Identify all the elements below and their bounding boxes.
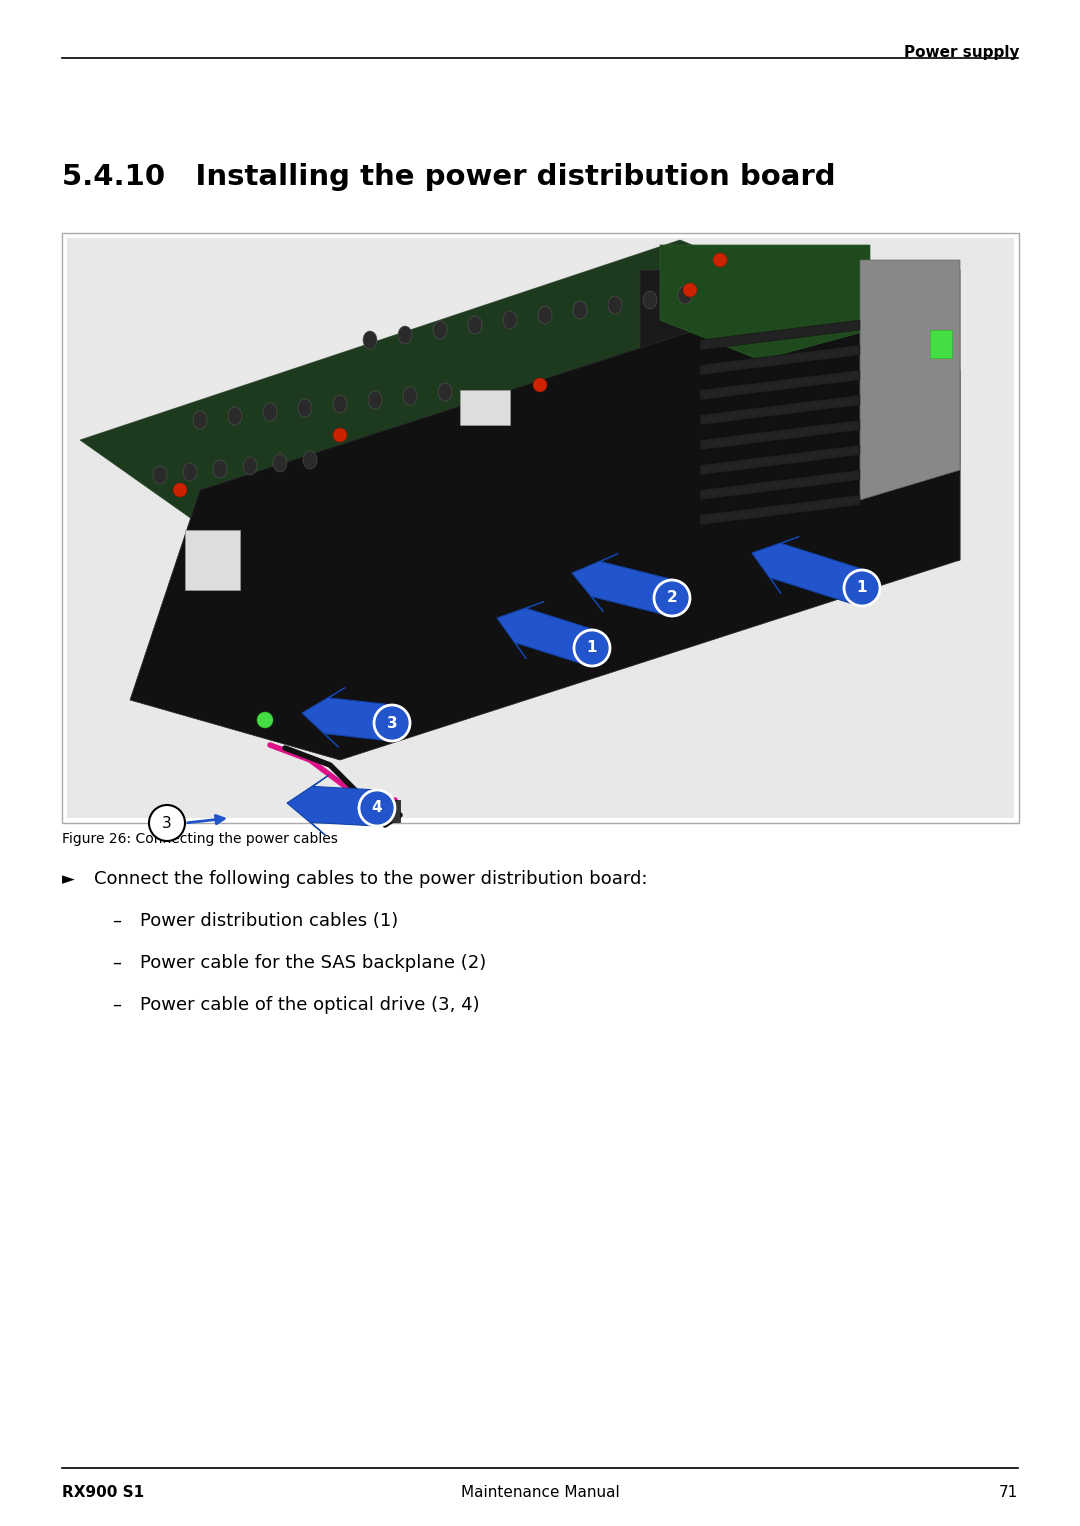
Circle shape — [333, 427, 347, 443]
Ellipse shape — [503, 311, 517, 330]
Ellipse shape — [303, 452, 318, 468]
Polygon shape — [700, 446, 860, 475]
Circle shape — [654, 580, 690, 617]
Ellipse shape — [264, 403, 276, 421]
Text: Maintenance Manual: Maintenance Manual — [461, 1485, 619, 1500]
Polygon shape — [700, 470, 860, 501]
Circle shape — [374, 705, 410, 742]
Circle shape — [534, 378, 546, 392]
Ellipse shape — [399, 327, 411, 343]
Polygon shape — [302, 688, 394, 748]
Text: Power distribution cables (1): Power distribution cables (1) — [140, 913, 399, 929]
Ellipse shape — [433, 320, 447, 339]
Polygon shape — [860, 259, 960, 501]
Ellipse shape — [153, 465, 167, 484]
Circle shape — [843, 571, 880, 606]
Ellipse shape — [368, 391, 382, 409]
Polygon shape — [700, 395, 860, 426]
Polygon shape — [640, 270, 960, 600]
Polygon shape — [497, 601, 597, 665]
Polygon shape — [700, 494, 860, 525]
Polygon shape — [80, 240, 850, 560]
Ellipse shape — [333, 395, 347, 414]
Bar — [460, 391, 510, 426]
Text: 2: 2 — [666, 591, 677, 606]
Polygon shape — [752, 537, 867, 606]
Ellipse shape — [228, 407, 242, 426]
Circle shape — [683, 282, 697, 298]
Text: Figure 26: Connecting the power cables: Figure 26: Connecting the power cables — [62, 832, 338, 845]
Circle shape — [257, 713, 273, 728]
Ellipse shape — [573, 301, 588, 319]
Ellipse shape — [183, 462, 197, 481]
Polygon shape — [130, 290, 960, 760]
Ellipse shape — [438, 383, 453, 401]
Ellipse shape — [643, 291, 657, 308]
Text: –: – — [112, 913, 121, 929]
Text: Connect the following cables to the power distribution board:: Connect the following cables to the powe… — [94, 870, 648, 888]
Text: 1: 1 — [586, 641, 597, 656]
Ellipse shape — [273, 455, 287, 472]
Ellipse shape — [608, 296, 622, 314]
Text: 5.4.10   Installing the power distribution board: 5.4.10 Installing the power distribution… — [62, 163, 836, 191]
Text: RX900 S1: RX900 S1 — [62, 1485, 144, 1500]
Text: 3: 3 — [387, 716, 397, 731]
Text: 4: 4 — [372, 801, 382, 815]
Polygon shape — [287, 775, 378, 835]
Ellipse shape — [538, 307, 552, 324]
Bar — [185, 530, 240, 591]
Text: 3: 3 — [162, 815, 172, 830]
Polygon shape — [700, 420, 860, 450]
Ellipse shape — [213, 459, 227, 478]
Bar — [370, 800, 400, 823]
Ellipse shape — [243, 456, 257, 475]
Text: –: – — [112, 954, 121, 972]
Polygon shape — [700, 369, 860, 400]
Circle shape — [713, 253, 727, 267]
Text: Power cable for the SAS backplane (2): Power cable for the SAS backplane (2) — [140, 954, 486, 972]
Ellipse shape — [468, 316, 482, 334]
Polygon shape — [700, 320, 860, 349]
Text: –: – — [112, 996, 121, 1013]
Text: 1: 1 — [856, 580, 867, 595]
Polygon shape — [700, 345, 860, 375]
Polygon shape — [660, 246, 870, 360]
Text: 71: 71 — [999, 1485, 1018, 1500]
Text: Power cable of the optical drive (3, 4): Power cable of the optical drive (3, 4) — [140, 996, 480, 1013]
Circle shape — [573, 630, 610, 665]
Ellipse shape — [678, 285, 692, 304]
Circle shape — [359, 790, 395, 826]
Text: Power supply: Power supply — [905, 44, 1020, 60]
Circle shape — [149, 806, 185, 841]
Ellipse shape — [193, 410, 207, 429]
Bar — [930, 330, 951, 359]
Ellipse shape — [363, 331, 377, 349]
Ellipse shape — [298, 398, 312, 417]
Bar — [62, 233, 1020, 823]
Circle shape — [173, 484, 187, 497]
Polygon shape — [572, 554, 676, 615]
Ellipse shape — [403, 388, 417, 404]
Text: ►: ► — [62, 870, 75, 888]
Bar — [67, 238, 1014, 818]
